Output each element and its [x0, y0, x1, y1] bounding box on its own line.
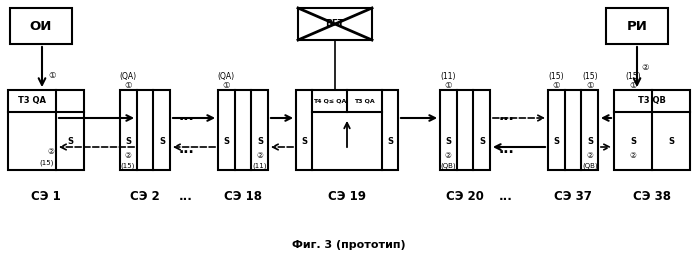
Text: Фиг. 3 (прототип): Фиг. 3 (прототип) — [292, 240, 406, 250]
Text: ①: ① — [222, 81, 230, 91]
Text: ...: ... — [178, 109, 194, 123]
Text: S: S — [125, 137, 131, 145]
Text: Т3 QA: Т3 QA — [18, 97, 46, 105]
Text: (15): (15) — [40, 160, 54, 166]
Text: (11): (11) — [440, 71, 456, 81]
Text: (QA): (QA) — [119, 71, 137, 81]
Text: S: S — [445, 137, 451, 145]
Text: ①: ① — [48, 70, 56, 79]
Text: S: S — [479, 137, 485, 145]
Text: S: S — [387, 137, 393, 145]
Text: РИ: РИ — [627, 20, 648, 33]
Text: ①: ① — [444, 81, 452, 91]
Text: S: S — [630, 137, 636, 145]
Text: ②: ② — [47, 147, 54, 156]
Text: ①: ① — [552, 81, 560, 91]
Text: ①: ① — [630, 81, 637, 91]
Text: S: S — [223, 137, 229, 145]
Text: (15): (15) — [625, 71, 641, 81]
Bar — [8, 90, 84, 170]
Text: СЭ 18: СЭ 18 — [224, 190, 262, 203]
Text: (QA): (QA) — [218, 71, 235, 81]
Bar — [606, 8, 668, 44]
Text: (15): (15) — [582, 71, 597, 81]
Bar — [298, 8, 372, 40]
Bar — [614, 90, 690, 170]
Text: СЭ 2: СЭ 2 — [130, 190, 160, 203]
Bar — [218, 90, 268, 170]
Text: ...: ... — [498, 142, 514, 156]
Bar — [440, 90, 490, 170]
Bar — [10, 8, 72, 44]
Text: ①: ① — [586, 81, 594, 91]
Text: ...: ... — [498, 109, 514, 123]
Text: S: S — [553, 137, 559, 145]
Text: СЭ 1: СЭ 1 — [31, 190, 61, 203]
Bar — [548, 90, 598, 170]
Text: ②: ② — [257, 152, 263, 161]
Text: ①: ① — [124, 81, 132, 91]
Text: ②: ② — [586, 152, 593, 161]
Text: T4 Q≤ QA: T4 Q≤ QA — [313, 99, 346, 104]
Text: ②: ② — [445, 152, 452, 161]
Text: Т3 QA: Т3 QA — [354, 99, 375, 104]
Text: ВГТ: ВГТ — [325, 20, 344, 28]
Text: ...: ... — [178, 142, 194, 156]
Bar — [120, 90, 170, 170]
Text: (QB): (QB) — [582, 163, 597, 169]
Text: СЭ 37: СЭ 37 — [554, 190, 592, 203]
Text: S: S — [159, 137, 165, 145]
Text: (15): (15) — [121, 163, 135, 169]
Text: СЭ 20: СЭ 20 — [446, 190, 484, 203]
Text: S: S — [587, 137, 593, 145]
Text: ②: ② — [641, 63, 648, 73]
Text: (11): (11) — [253, 163, 267, 169]
Text: S: S — [668, 137, 674, 145]
Text: ②: ② — [630, 152, 637, 161]
Text: СЭ 19: СЭ 19 — [328, 190, 366, 203]
Text: S: S — [301, 137, 307, 145]
Text: ...: ... — [499, 190, 513, 203]
Text: ОИ: ОИ — [30, 20, 52, 33]
Text: ②: ② — [124, 152, 131, 161]
Text: СЭ 38: СЭ 38 — [633, 190, 671, 203]
Text: (QB): (QB) — [440, 163, 456, 169]
Text: (15): (15) — [548, 71, 564, 81]
Text: ...: ... — [179, 190, 193, 203]
Bar — [296, 90, 398, 170]
Text: S: S — [257, 137, 263, 145]
Text: Т3 QB: Т3 QB — [638, 97, 666, 105]
Text: S: S — [67, 137, 73, 145]
